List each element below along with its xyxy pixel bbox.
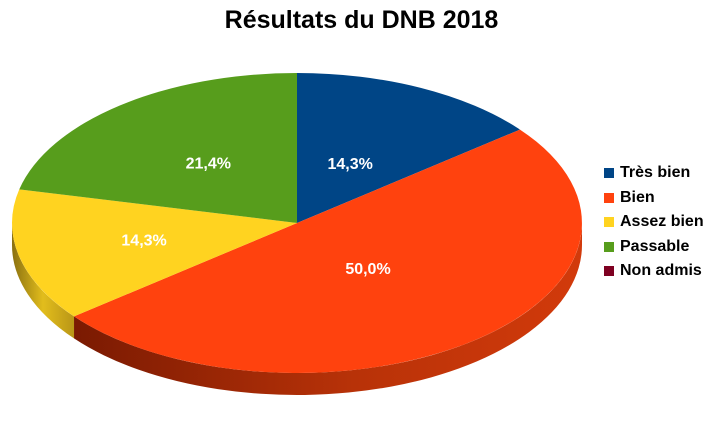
pie-side-assez-bien [12,223,75,339]
legend-label: Non admis [620,262,702,280]
legend-label: Bien [620,188,655,206]
legend-label: Assez bien [620,213,704,231]
legend-item-passable: Passable [604,235,704,260]
pie-side-bien [74,223,582,395]
legend-swatch [604,266,614,277]
pie-slice-passable [19,73,298,223]
pie-slice-assez-bien [12,189,298,317]
legend-swatch [604,241,614,252]
legend-swatch [604,168,614,179]
legend-swatch [604,192,614,203]
data-label-passable: 21,4% [186,156,231,173]
legend-item-tres-bien: Très bien [604,161,704,186]
legend-item-non-admis: Non admis [604,259,704,284]
data-label-assez-bien: 14,3% [121,232,166,249]
legend-label: Très bien [620,164,691,182]
data-label-tres-bien: 14,3% [328,156,373,173]
chart-legend: Très bien Bien Assez bien Passable Non admis [604,161,704,284]
legend-item-bien: Bien [604,186,704,211]
pie-slice-bien [74,129,582,373]
chart-title: Résultats du DNB 2018 [224,6,499,34]
legend-swatch [604,217,614,228]
data-label-bien: 50,0% [345,261,390,278]
pie-slice-tres-bien [297,73,520,223]
legend-label: Passable [620,237,690,255]
legend-item-assez-bien: Assez bien [604,210,704,235]
